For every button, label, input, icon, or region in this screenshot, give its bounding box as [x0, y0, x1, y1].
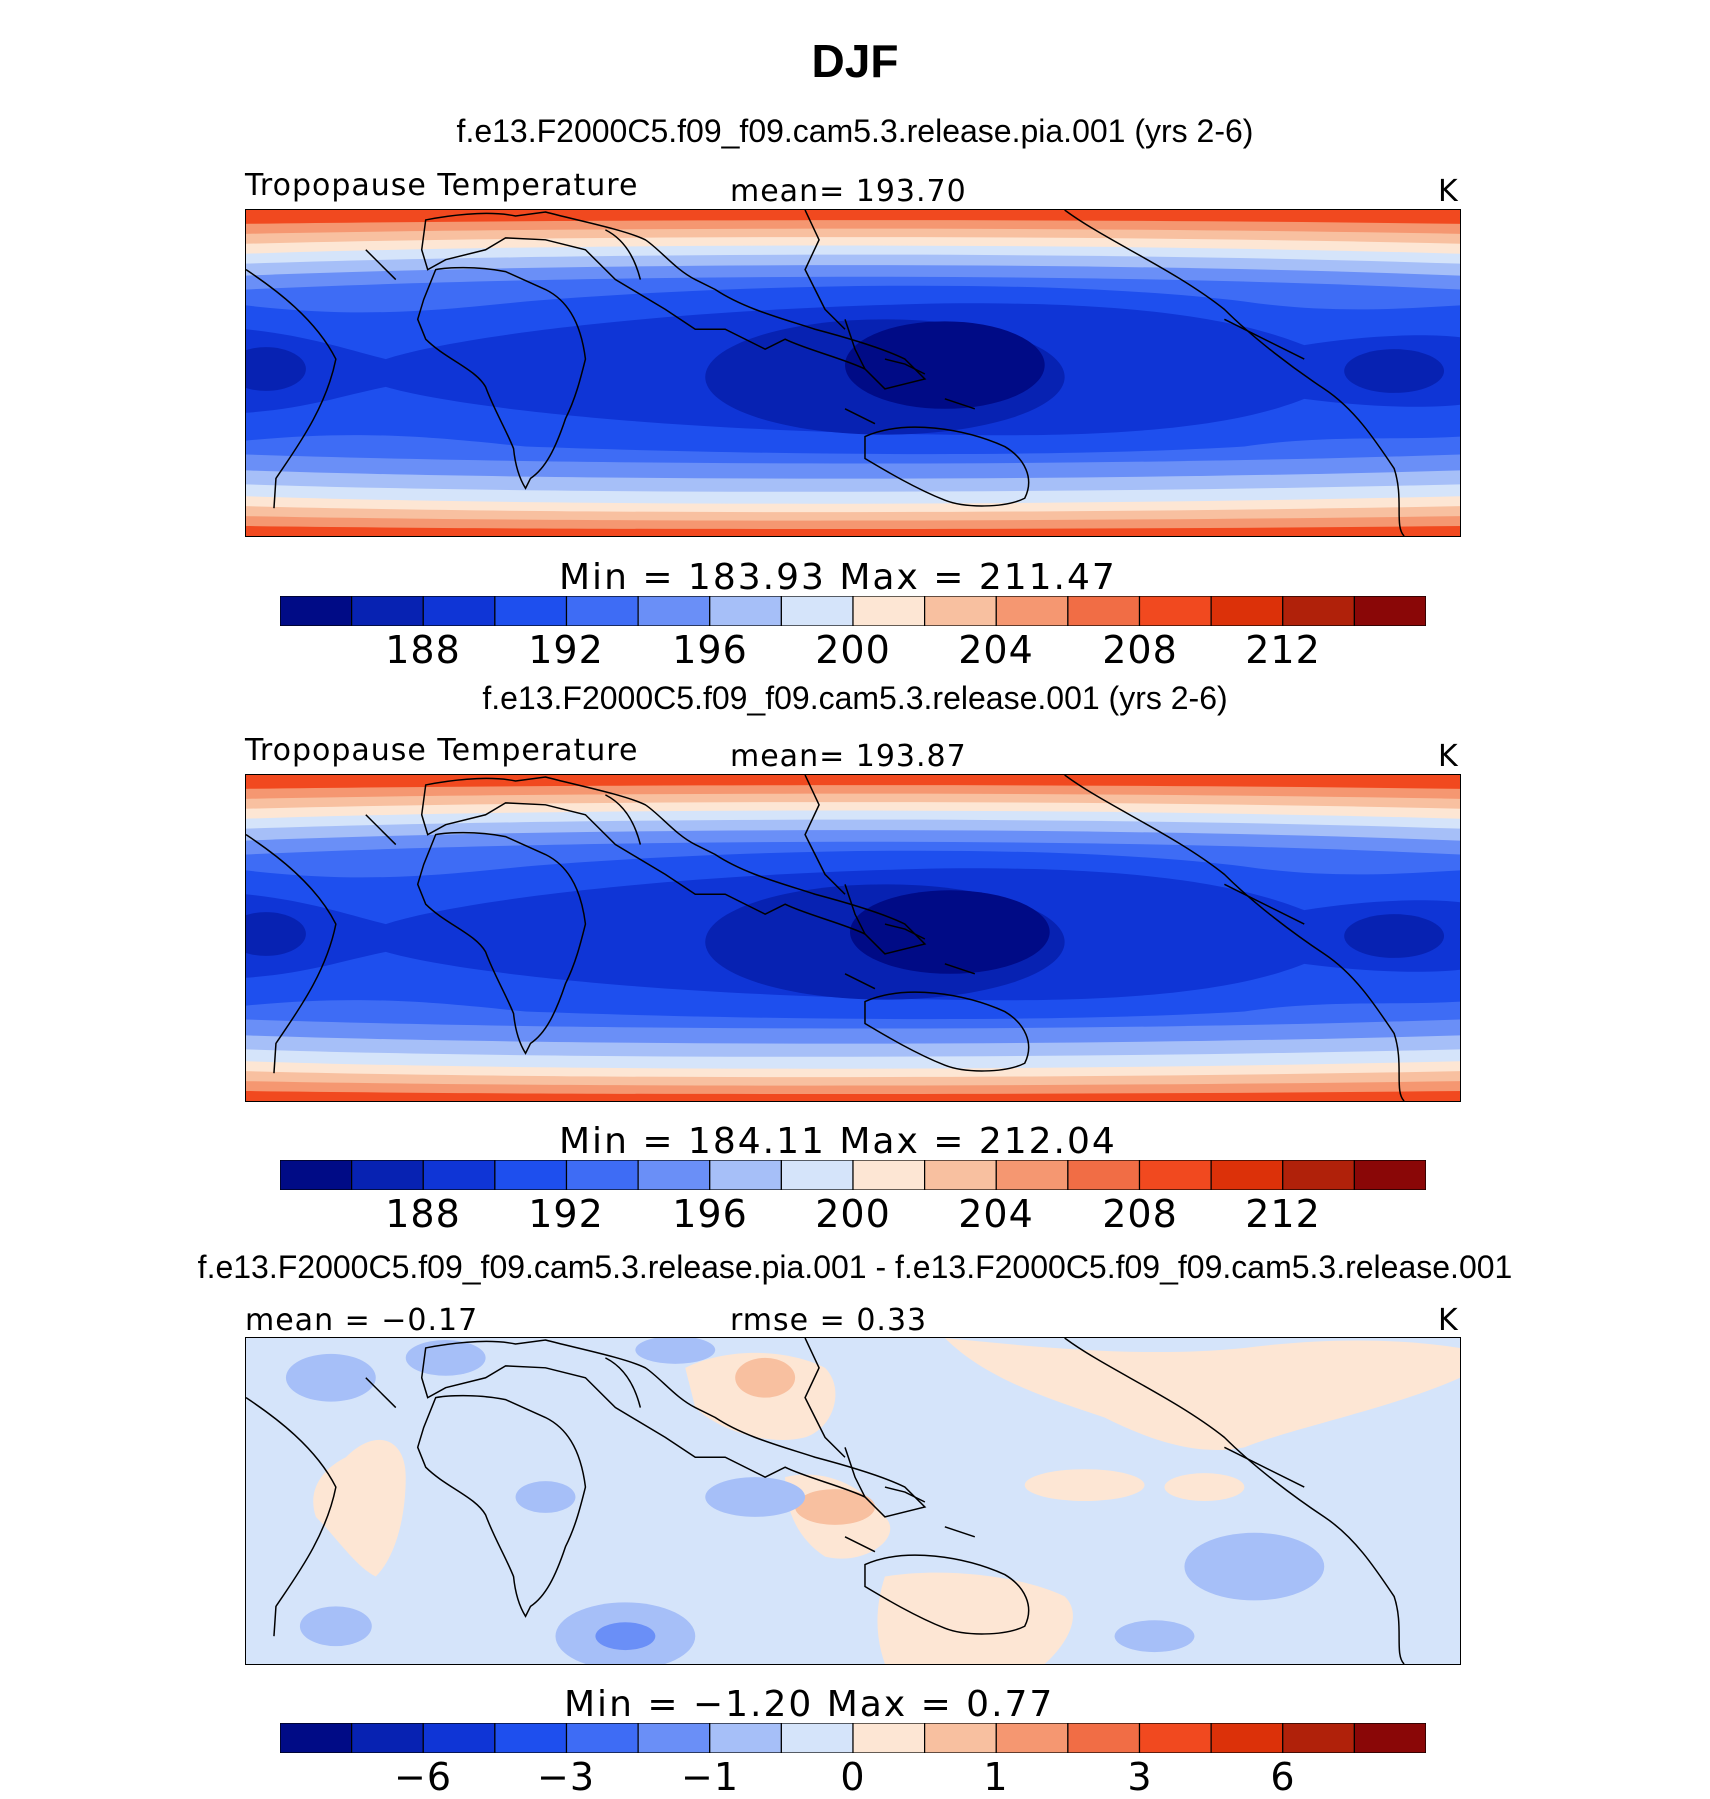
panel-2-variable-label: Tropopause Temperature: [245, 733, 639, 768]
panel-1-coastlines: [246, 210, 1405, 536]
colorbar-swatch: [1067, 1160, 1141, 1190]
panel-1-tick: 188: [385, 628, 461, 672]
colorbar-swatch: [280, 1723, 353, 1753]
colorbar-swatch: [565, 596, 639, 626]
colorbar-swatch: [709, 1160, 782, 1190]
colorbar-swatch: [995, 1160, 1069, 1190]
panel-3-tick: −3: [536, 1755, 596, 1799]
colorbar-swatch: [780, 1723, 854, 1753]
colorbar-swatch: [422, 596, 496, 626]
colorbar-swatch: [1210, 1723, 1284, 1753]
panel-2-tick: 192: [528, 1192, 604, 1236]
colorbar-swatch: [1282, 1723, 1355, 1753]
panel-1-tick: 208: [1102, 628, 1178, 672]
panel-3-coastlines: [246, 1338, 1405, 1664]
colorbar-swatch: [924, 596, 997, 626]
colorbar-swatch: [280, 596, 353, 626]
colorbar-swatch: [995, 596, 1069, 626]
colorbar-swatch: [565, 1723, 639, 1753]
panel-1-tick: 204: [958, 628, 1034, 672]
panel-3-tick: 6: [1270, 1755, 1296, 1799]
colorbar-swatch: [852, 596, 926, 626]
colorbar-swatch: [709, 1723, 782, 1753]
colorbar-swatch: [1210, 596, 1284, 626]
colorbar-swatch: [1138, 1723, 1212, 1753]
panel-2-tick: 200: [815, 1192, 891, 1236]
panel-2-tick: 188: [385, 1192, 461, 1236]
panel-1-tick: 196: [672, 628, 748, 672]
panel-2-map: [245, 774, 1461, 1102]
colorbar-swatch: [637, 1160, 711, 1190]
panel-1-case-title: f.e13.F2000C5.f09_f09.cam5.3.release.pia…: [456, 113, 1254, 149]
panel-3-map: [245, 1337, 1461, 1665]
panel-3-tick: 3: [1127, 1755, 1153, 1799]
colorbar-swatch: [709, 596, 782, 626]
colorbar-swatch: [1282, 1160, 1355, 1190]
colorbar-swatch: [351, 596, 424, 626]
colorbar-swatch: [637, 596, 711, 626]
panel-1-map: [245, 209, 1461, 537]
panel-2-coastlines: [246, 775, 1405, 1101]
colorbar-swatch: [1353, 596, 1426, 626]
panel-1-contour-field: [246, 210, 1460, 536]
panel-3-min-max: Min = −1.20 Max = 0.77: [564, 1684, 1055, 1725]
colorbar-swatch: [494, 1723, 568, 1753]
panel-3-tick: 1: [983, 1755, 1009, 1799]
panel-2-mean-label: mean= 193.87: [730, 739, 967, 774]
colorbar-swatch: [565, 1160, 639, 1190]
panel-3-case-title: f.e13.F2000C5.f09_f09.cam5.3.release.pia…: [197, 1249, 1513, 1285]
colorbar-swatch: [924, 1723, 997, 1753]
colorbar-swatch: [422, 1723, 496, 1753]
colorbar-swatch: [1067, 1723, 1141, 1753]
panel-1-mean-label: mean= 193.70: [730, 174, 967, 209]
figure-title: DJF: [811, 35, 899, 87]
colorbar-swatch: [351, 1723, 424, 1753]
panel-1-units-label: K: [1438, 174, 1459, 209]
panel-3-mean-label: mean = −0.17: [245, 1303, 479, 1338]
colorbar-swatch: [995, 1723, 1069, 1753]
colorbar-swatch: [422, 1160, 496, 1190]
colorbar-swatch: [1210, 1160, 1284, 1190]
colorbar-swatch: [852, 1160, 926, 1190]
panel-2-tick: 212: [1245, 1192, 1321, 1236]
panel-1-tick: 200: [815, 628, 891, 672]
panel-2-units-label: K: [1438, 739, 1459, 774]
colorbar-swatch: [1353, 1160, 1426, 1190]
panel-3-tick: −6: [393, 1755, 453, 1799]
colorbar-swatch: [494, 596, 568, 626]
panel-1-min-max: Min = 183.93 Max = 211.47: [559, 557, 1117, 598]
panel-3-units-label: K: [1438, 1303, 1459, 1338]
colorbar-swatch: [1138, 1160, 1212, 1190]
panel-2-min-max: Min = 184.11 Max = 212.04: [559, 1121, 1117, 1162]
panel-3-colorbar: [280, 1723, 1426, 1753]
colorbar-swatch: [1353, 1723, 1426, 1753]
panel-3-tick: −1: [680, 1755, 740, 1799]
colorbar-swatch: [494, 1160, 568, 1190]
panel-3-rmse-label: rmse = 0.33: [730, 1303, 928, 1338]
panel-2-case-title: f.e13.F2000C5.f09_f09.cam5.3.release.001…: [482, 680, 1228, 716]
colorbar-swatch: [852, 1723, 926, 1753]
colorbar-swatch: [1282, 596, 1355, 626]
colorbar-swatch: [924, 1160, 997, 1190]
panel-3-tick: 0: [840, 1755, 866, 1799]
panel-1-tick: 192: [528, 628, 604, 672]
panel-1-variable-label: Tropopause Temperature: [245, 168, 639, 203]
panel-2-tick: 208: [1102, 1192, 1178, 1236]
panel-2-colorbar: [280, 1160, 1426, 1190]
panel-2-tick: 196: [672, 1192, 748, 1236]
panel-2-tick: 204: [958, 1192, 1034, 1236]
colorbar-swatch: [1138, 596, 1212, 626]
colorbar-swatch: [780, 1160, 854, 1190]
panel-1-colorbar: [280, 596, 1426, 626]
panel-1-tick: 212: [1245, 628, 1321, 672]
colorbar-swatch: [780, 596, 854, 626]
panel-3-contour-field: [246, 1338, 1460, 1664]
colorbar-swatch: [351, 1160, 424, 1190]
colorbar-swatch: [1067, 596, 1141, 626]
colorbar-swatch: [637, 1723, 711, 1753]
colorbar-swatch: [280, 1160, 353, 1190]
panel-2-contour-field: [246, 775, 1460, 1101]
